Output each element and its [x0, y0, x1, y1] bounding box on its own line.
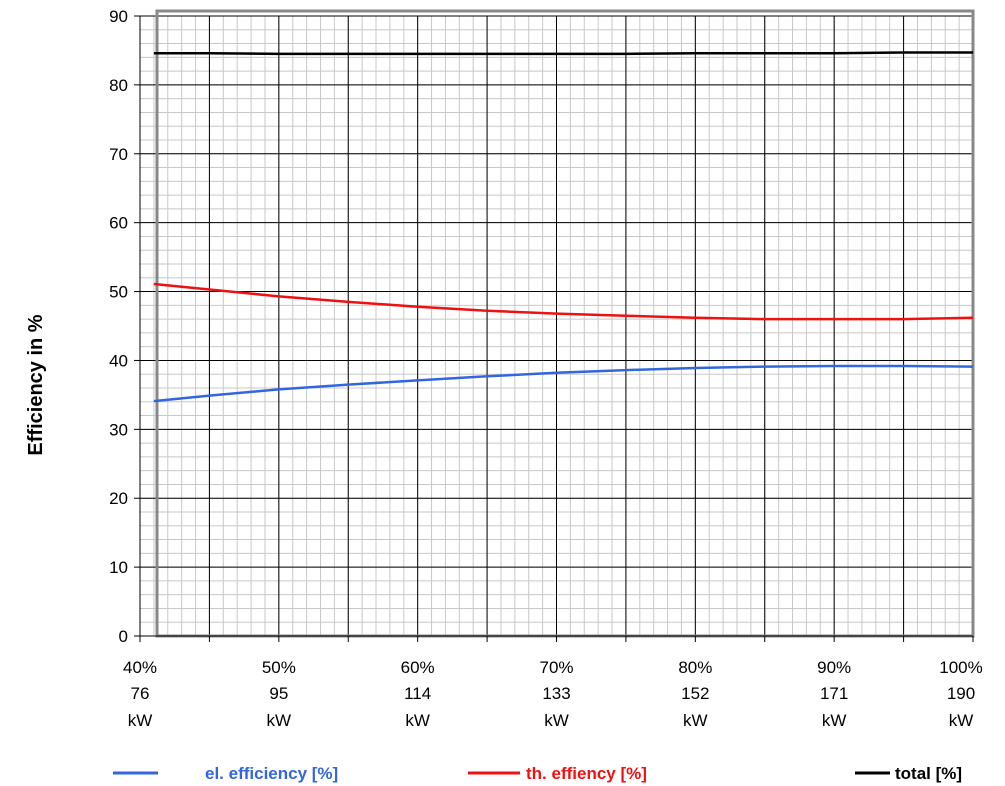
x-tick-label-unit: kW — [544, 711, 569, 730]
x-tick-label-percent: 40% — [123, 658, 157, 677]
axes — [134, 11, 973, 642]
y-tick-labels: 0 10 20 30 40 50 60 70 80 90 — [109, 7, 128, 646]
x-tick-label-kw: 76 — [131, 684, 150, 703]
x-tick-labels: 40% 76 kW 50% 95 kW 60% 114 kW 70% 133 kW 80% 152 kW 90… — [123, 658, 983, 730]
x-tick-label-unit: kW — [683, 711, 708, 730]
x-tick-label-percent: 80% — [678, 658, 712, 677]
legend: el. efficiency [%] th. effiency [%] total … — [113, 764, 962, 783]
y-tick-label: 60 — [109, 214, 128, 233]
x-tick-label-kw: 152 — [681, 684, 709, 703]
y-tick-label: 40 — [109, 351, 128, 370]
y-tick-label: 80 — [109, 76, 128, 95]
x-tick-label-kw: 95 — [269, 684, 288, 703]
y-tick-label: 10 — [109, 558, 128, 577]
x-tick-label-unit: kW — [128, 711, 153, 730]
x-tick-label-kw: 171 — [820, 684, 848, 703]
y-tick-label: 30 — [109, 420, 128, 439]
x-tick-label-unit: kW — [267, 711, 292, 730]
x-tick-label-kw: 114 — [404, 684, 431, 703]
y-tick-label: 70 — [109, 145, 128, 164]
y-tick-label: 50 — [109, 283, 128, 302]
x-tick-label-unit: kW — [822, 711, 847, 730]
y-tick-label: 0 — [119, 627, 128, 646]
x-tick-label-unit: kW — [949, 711, 974, 730]
series-line — [154, 366, 973, 401]
y-tick-label: 20 — [109, 489, 128, 508]
legend-label: th. effiency [%] — [526, 764, 647, 783]
x-tick-label-percent: 50% — [262, 658, 296, 677]
plot-frame — [157, 11, 973, 636]
x-tick-label-kw: 133 — [542, 684, 570, 703]
x-tick-label-percent: 90% — [817, 658, 851, 677]
x-tick-label-percent: 100% — [939, 658, 982, 677]
series-line — [154, 53, 973, 54]
y-axis-label: Efficiency in % — [25, 314, 47, 455]
legend-label: el. efficiency [%] — [205, 764, 338, 783]
series-lines — [154, 53, 973, 402]
series-line — [154, 284, 973, 319]
x-tick-label-unit: kW — [405, 711, 430, 730]
y-tick-label: 90 — [109, 7, 128, 26]
x-tick-label-kw: 190 — [947, 684, 975, 703]
x-tick-label-percent: 60% — [401, 658, 435, 677]
legend-label: total [%] — [895, 764, 962, 783]
x-tick-label-percent: 70% — [539, 658, 573, 677]
